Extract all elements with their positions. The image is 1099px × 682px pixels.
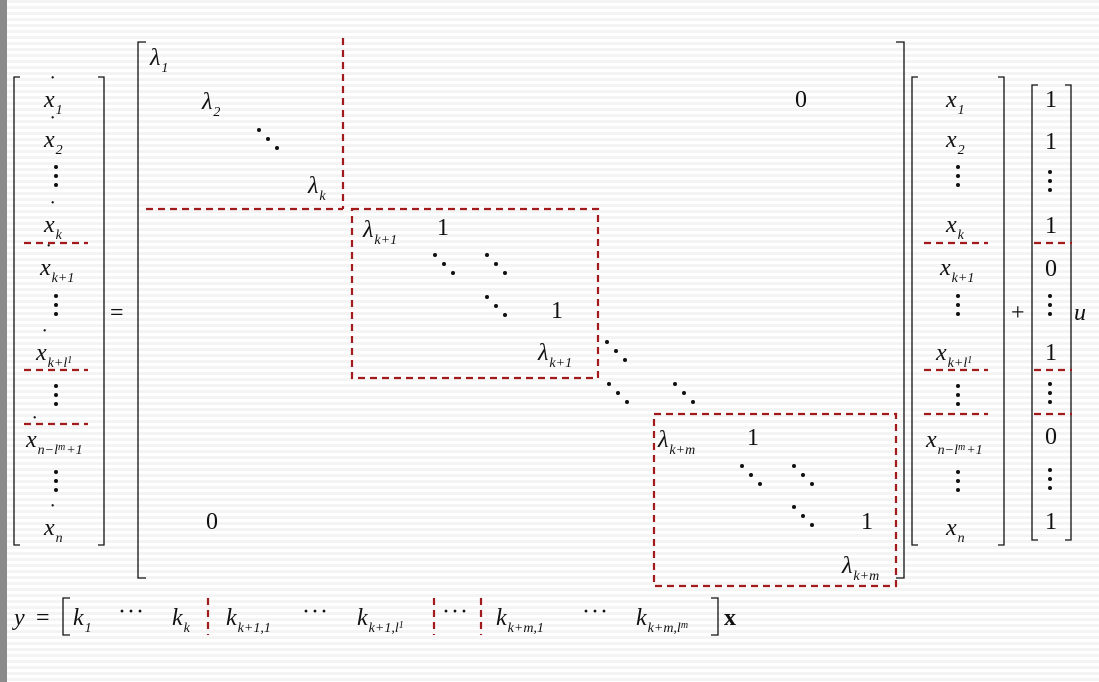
x-bracket-left [911,76,918,546]
lambda-k1: λk+1 [363,217,398,248]
ddots [791,503,815,527]
plus-sign: + [1011,300,1025,326]
one-entry: 1 [747,425,759,451]
lhs-bracket-left [13,76,20,546]
hdots: ··· [302,599,329,625]
hdots: ··· [118,599,145,625]
lambda-k: λk [308,173,326,204]
c-k11: kk+1,1 [226,605,271,636]
c-kmlm: kk+m,lm [636,605,689,636]
one-entry: 1 [861,509,873,535]
x-k: xk [946,212,964,243]
x-k1: xk+1 [940,255,975,286]
hdots: ··· [582,599,609,625]
A-bracket-left [137,41,146,579]
b-entry: 1 [1045,509,1057,535]
vdots [1047,466,1053,492]
xdot-n-lm1: xn−lm+1 [26,428,83,458]
ddots [604,338,628,362]
vdots [53,292,59,318]
b-entry: 1 [1045,129,1057,155]
lambda-km: λk+m [658,427,696,458]
vdots [53,163,59,189]
ddots [484,293,508,317]
b-bracket-right [1065,84,1072,541]
lambda-2: λ2 [202,89,221,120]
b-entry: 1 [1045,340,1057,366]
x-n: xn [946,515,965,546]
ddots [432,251,456,275]
ddots [791,462,815,486]
one-entry: 1 [437,215,449,241]
c-k1l1: kk+1,l1 [357,605,404,636]
x-bracket-right [998,76,1005,546]
c-kk: kk [172,605,190,636]
xdot-n: xn [44,516,63,546]
b-entry: 1 [1045,213,1057,239]
vdots [1047,380,1053,406]
xdot-2: x2 [44,128,63,158]
lambda-km-end: λk+m [842,553,880,584]
vdots [53,468,59,494]
state-x-bold: x [724,605,736,631]
vdots [955,163,961,189]
b-entry: 0 [1045,424,1057,450]
b-entry: 1 [1045,87,1057,113]
b-bracket-left [1031,84,1038,541]
b-entry: 0 [1045,256,1057,282]
vdots [955,468,961,494]
jordan-block-m [652,412,898,588]
x-1: x1 [946,87,965,118]
output-equals: = [36,605,50,631]
c-bracket-right [711,597,719,636]
c-bracket-left [62,597,70,636]
x-n-lm1: xn−lm+1 [926,427,983,458]
xdot-k: xk [44,213,62,243]
xdot-k1: xk+1 [40,256,74,286]
x-k-l1: xk+l1 [936,340,973,371]
A-bracket-right [896,41,905,579]
x-2: x2 [946,127,965,158]
zero-top: 0 [795,87,807,113]
equals-sign: = [110,300,124,326]
ddots [672,380,696,404]
ddots [606,380,630,404]
c-k1: k1 [73,605,92,636]
xdot-1: x1 [44,88,63,118]
ddots [256,126,280,150]
one-entry: 1 [551,298,563,324]
zero-bottom: 0 [206,509,218,535]
xdot-k-l1: xk+l1 [36,341,72,371]
window-left-edge [0,0,7,682]
ddots [739,462,763,486]
lambda-1: λ1 [150,45,169,76]
lhs-bracket-right [98,76,105,546]
vdots [955,292,961,318]
input-u: u [1074,300,1086,326]
vdots [1047,292,1053,318]
c-km1: kk+m,1 [496,605,544,636]
vdots [53,382,59,408]
hdots: ··· [442,599,469,625]
vdots [955,382,961,408]
vdots [1047,168,1053,194]
output-y: y [14,605,25,631]
ddots [484,251,508,275]
jordan-block-1 [350,207,600,380]
lambda-k1-end: λk+1 [538,340,573,371]
